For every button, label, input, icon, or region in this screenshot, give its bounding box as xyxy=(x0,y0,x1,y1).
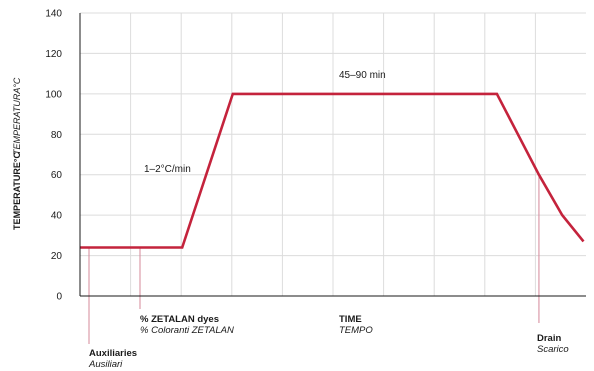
dyes-label: % ZETALAN dyes xyxy=(140,314,219,325)
y-tick-label: 20 xyxy=(51,251,63,262)
y-tick-label: 0 xyxy=(56,292,62,303)
y-tick-labels: 0 20 40 60 80 100 120 140 xyxy=(45,9,62,303)
hold-time-annotation: 45–90 min xyxy=(339,70,386,81)
y-tick-label: 60 xyxy=(51,170,63,181)
rate-annotation: 1–2°C/min xyxy=(144,164,191,175)
y-axis-title: TEMPERATURE°C xyxy=(12,152,22,230)
drain-label-italian: Scarico xyxy=(537,344,569,355)
y-axis-title-italian: TEMPERATURA°C xyxy=(12,77,22,155)
x-axis-title-italian: TEMPO xyxy=(339,325,373,336)
auxiliaries-label: Auxiliaries xyxy=(89,348,137,359)
auxiliaries-label-italian: Ausiliari xyxy=(88,359,123,370)
y-tick-label: 140 xyxy=(45,9,62,20)
x-axis-title: TIME xyxy=(339,314,362,325)
y-tick-label: 80 xyxy=(51,130,63,141)
dyes-label-italian: % Coloranti ZETALAN xyxy=(140,325,234,336)
y-tick-label: 120 xyxy=(45,49,62,60)
grid-lines xyxy=(80,12,586,296)
temperature-series-line xyxy=(80,92,585,249)
y-tick-label: 100 xyxy=(45,89,62,100)
y-tick-label: 40 xyxy=(51,211,63,222)
drain-label: Drain xyxy=(537,333,561,344)
